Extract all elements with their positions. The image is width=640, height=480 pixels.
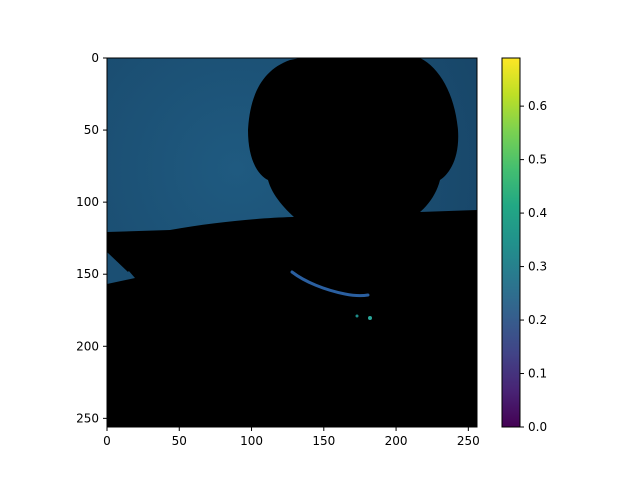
colorbar-tick-label: 0.3 [528, 260, 547, 274]
colorbar: 0.0 0.1 0.2 0.3 0.4 0.5 0.6 [501, 57, 547, 434]
y-tick-label: 0 [91, 51, 99, 65]
y-tick-label: 250 [76, 411, 99, 425]
x-tick-label: 0 [103, 434, 111, 448]
colorbar-tick-label: 0.0 [528, 420, 547, 434]
heatmap-image [107, 58, 477, 427]
y-tick-label: 50 [84, 123, 99, 137]
image-left-patch [107, 252, 135, 284]
colorbar-tick-label: 0.2 [528, 313, 547, 327]
image-subject-head [248, 58, 459, 222]
colorbar-gradient [501, 57, 521, 428]
image-speck [368, 316, 372, 320]
y-tick-label: 150 [76, 267, 99, 281]
image-collar-highlight [290, 270, 370, 298]
y-tick-label: 200 [76, 339, 99, 353]
y-tick-label: 100 [76, 195, 99, 209]
image-left-dark [107, 232, 160, 272]
image-speck [355, 314, 359, 318]
plot-frame [106, 57, 478, 428]
y-axis: 0 50 100 150 200 250 [76, 51, 107, 425]
x-tick-label: 150 [312, 434, 335, 448]
colorbar-tick-label: 0.6 [528, 99, 547, 113]
colorbar-tick-label: 0.4 [528, 206, 547, 220]
x-tick-label: 100 [240, 434, 263, 448]
colorbar-tick-label: 0.5 [528, 153, 547, 167]
x-tick-label: 200 [385, 434, 408, 448]
x-axis: 0 50 100 150 200 250 [103, 427, 480, 448]
x-tick-label: 50 [172, 434, 187, 448]
colorbar-ticks: 0.0 0.1 0.2 0.3 0.4 0.5 0.6 [520, 99, 547, 434]
image-subject-body [107, 210, 477, 427]
colorbar-tick-label: 0.1 [528, 367, 547, 381]
x-tick-label: 250 [457, 434, 480, 448]
